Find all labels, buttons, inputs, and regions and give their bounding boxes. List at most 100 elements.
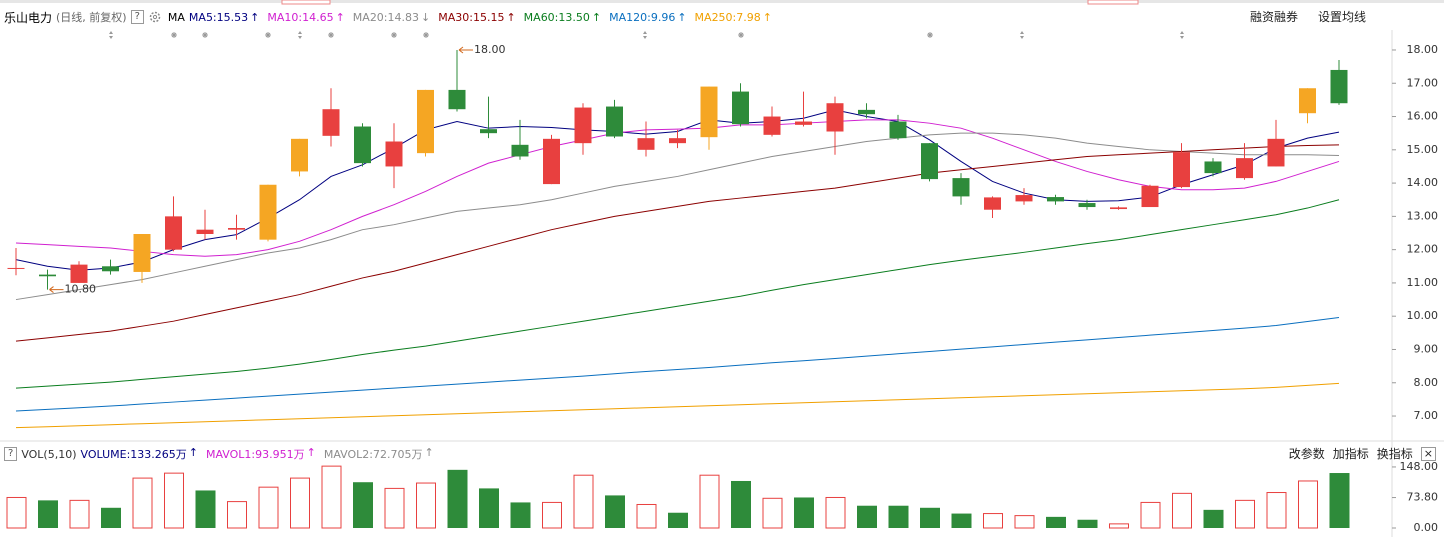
volume-bar bbox=[983, 513, 1003, 529]
ma-line bbox=[15, 382, 1340, 429]
candle-body bbox=[448, 89, 466, 110]
volume-bar bbox=[447, 469, 468, 528]
candle-body bbox=[700, 86, 718, 138]
legend-arrow: ↓ bbox=[421, 10, 431, 24]
y-tick-label: 10.00 bbox=[1407, 309, 1439, 322]
candle-body bbox=[1299, 88, 1316, 114]
volume-bar bbox=[920, 507, 940, 528]
stock-name: 乐山电力 bbox=[4, 10, 53, 25]
legend-arrow: ↑ bbox=[591, 10, 602, 24]
volume-bar bbox=[1172, 492, 1192, 529]
candle-body bbox=[102, 266, 119, 272]
event-markers bbox=[109, 31, 1184, 39]
y-tick-label: 7.00 bbox=[1414, 409, 1439, 422]
candle-body bbox=[228, 228, 245, 230]
legend-entry: MAVOL2:72.705万 bbox=[323, 448, 423, 461]
candle-body bbox=[7, 267, 25, 269]
y-tick-label: 148.00 bbox=[1400, 460, 1439, 473]
volume-bar bbox=[573, 474, 594, 529]
legend-arrow: ↑ bbox=[250, 10, 260, 24]
close-button[interactable]: × bbox=[1420, 446, 1436, 461]
help[interactable]: ? bbox=[4, 447, 18, 461]
candle-body bbox=[921, 143, 938, 180]
annotation-arrow bbox=[49, 286, 64, 293]
candle-body bbox=[1267, 138, 1285, 167]
volume-bar bbox=[132, 477, 153, 529]
volume-title: VOL(5,10) bbox=[21, 447, 77, 461]
volume-bar bbox=[416, 482, 436, 529]
candle-body bbox=[1330, 69, 1348, 104]
volume-bar bbox=[951, 513, 972, 528]
legend-entry: MAVOL1:93.951万 bbox=[206, 448, 305, 461]
legend-entry: MA250:7.98 bbox=[694, 10, 761, 24]
volume-bar bbox=[699, 474, 720, 529]
ma-line bbox=[15, 317, 1340, 412]
toolbar-button[interactable]: 融资融券 bbox=[1249, 10, 1298, 24]
y-tick-label: 11.00 bbox=[1407, 276, 1439, 289]
toolbar-button[interactable]: 设置均线 bbox=[1317, 8, 1376, 25]
candle-body bbox=[826, 103, 844, 132]
indicator-button[interactable]: 改参数 bbox=[1288, 447, 1325, 461]
y-tick-label: 13.00 bbox=[1407, 209, 1439, 222]
marker-stars bbox=[171, 32, 933, 38]
candle-body bbox=[637, 138, 655, 150]
ma-line bbox=[15, 132, 1340, 301]
volume-bar bbox=[542, 501, 562, 529]
candle-body bbox=[889, 121, 907, 139]
candle-body bbox=[952, 178, 970, 197]
candle-body bbox=[1204, 161, 1222, 174]
volume-toolbar: 改参数 加指标 换指标 × bbox=[1289, 445, 1436, 462]
volume-bar bbox=[479, 488, 499, 528]
tab bbox=[281, 0, 331, 5]
y-tick-label: 14.00 bbox=[1407, 176, 1439, 189]
ma-label: MA bbox=[167, 10, 185, 24]
volume-bar bbox=[1109, 523, 1129, 529]
vol-legend: VOLUME:133.265万 ↑ MAVOL1:93.951万 ↑ MAVOL2:72… bbox=[81, 446, 442, 462]
mode: (日线, 前复权) bbox=[56, 11, 127, 24]
candle-body bbox=[165, 216, 182, 250]
volume-bar bbox=[6, 496, 27, 529]
candle-body bbox=[984, 197, 1001, 210]
ma-line bbox=[15, 144, 1340, 342]
volume-bar bbox=[1077, 519, 1098, 528]
candle-body bbox=[511, 144, 529, 157]
volume-bar bbox=[825, 496, 846, 529]
ma-legend: MA5:15.53 ↑ MA10:14.65 ↑ MA20:14.83 ↓ MA30:15.… bbox=[189, 11, 780, 24]
y-tick-label: 12.00 bbox=[1407, 243, 1439, 256]
legend-entry: VOLUME:133.265万 bbox=[80, 448, 187, 461]
legend-arrow: ↑ bbox=[335, 10, 345, 24]
candle-body bbox=[196, 229, 214, 235]
candle-body bbox=[354, 126, 371, 164]
y-tick-label: 15.00 bbox=[1407, 143, 1439, 156]
annotation-arrow bbox=[458, 46, 473, 54]
volume-bar bbox=[1140, 501, 1161, 529]
legend-arrow: ↑ bbox=[306, 446, 316, 459]
y-tick-label: 0.00 bbox=[1414, 521, 1439, 534]
candle-body bbox=[70, 264, 88, 283]
candle-body bbox=[1173, 152, 1190, 188]
settings-icon[interactable] bbox=[148, 10, 162, 24]
annotation: 10.80 bbox=[65, 283, 97, 296]
legend-arrow: ↑ bbox=[762, 10, 772, 24]
volume-bar bbox=[1046, 516, 1066, 528]
indicator-button[interactable]: 加指标 bbox=[1332, 447, 1369, 461]
volume-bar bbox=[668, 512, 688, 528]
legend-arrow: ↑ bbox=[506, 10, 516, 24]
volume-bar bbox=[321, 465, 342, 529]
candle-body bbox=[291, 138, 308, 172]
legend-entry: MA60:13.50 bbox=[523, 10, 590, 24]
volume-bar bbox=[101, 507, 121, 528]
candle-body bbox=[133, 234, 151, 272]
volume-bar bbox=[636, 503, 657, 529]
candle-body bbox=[480, 129, 497, 134]
legend-entry: MA20:14.83 bbox=[352, 10, 420, 24]
help[interactable]: ? bbox=[130, 10, 144, 24]
volume-bar bbox=[69, 499, 90, 529]
indicator-button[interactable]: 换指标 bbox=[1376, 447, 1413, 461]
legend-arrow: ↑ bbox=[677, 10, 687, 24]
volume-legend: ? VOL(5,10) VOLUME:133.265万 ↑ MAVOL1:93.95… bbox=[4, 446, 446, 462]
volume-bar bbox=[1266, 492, 1287, 529]
candle-body bbox=[543, 138, 560, 185]
volume-bar bbox=[605, 495, 625, 528]
